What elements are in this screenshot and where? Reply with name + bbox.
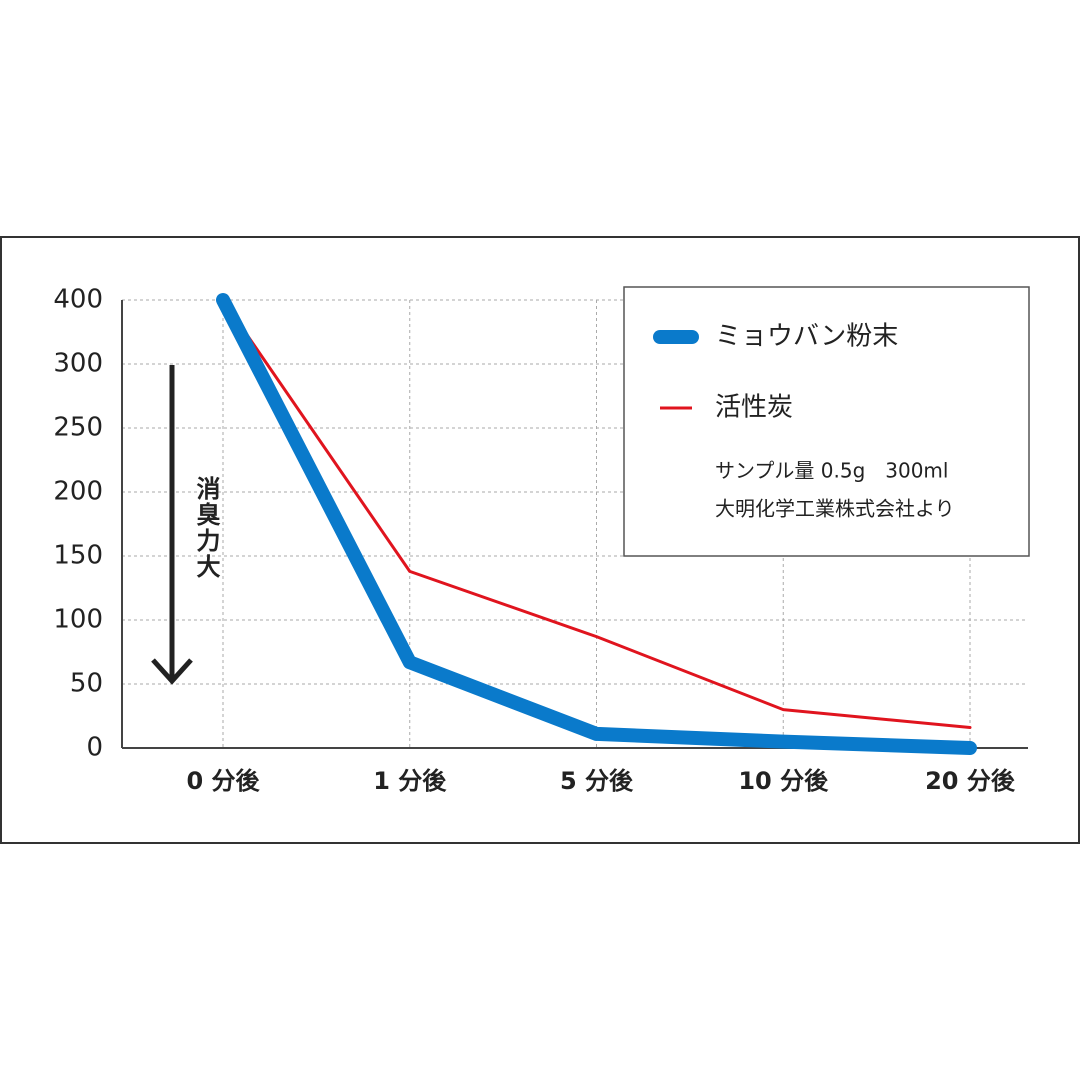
- x-tick-label: 5 分後: [560, 767, 634, 795]
- note: サンプル量 0.5g 300ml: [715, 459, 948, 483]
- note: 大明化学工業株式会社より: [715, 497, 955, 521]
- series-line: [221, 298, 972, 730]
- annotation: 消臭力大: [192, 476, 220, 580]
- legend-label: ミョウバン粉末: [715, 322, 898, 352]
- legend-label: 活性炭: [715, 393, 793, 423]
- plot: [216, 293, 977, 755]
- y-tick-label: 100: [53, 605, 103, 635]
- x-tick-label: 1 分後: [373, 767, 447, 795]
- y-tick-label: 150: [53, 541, 103, 571]
- y-tick-label: 300: [53, 349, 103, 379]
- y-tick-label: 200: [53, 477, 103, 507]
- series-line: [216, 293, 977, 755]
- x-tick-label: 20 分後: [925, 767, 1016, 795]
- y-tick-label: 250: [53, 413, 103, 443]
- y-tick-label: 400: [53, 285, 103, 315]
- grid: 0 50 100 150 200 250 300 400 0 分後 1 分後 5 分後 10 分後 20…: [53, 285, 1028, 795]
- x-tick-label: 0 分後: [186, 767, 260, 795]
- y-tick-label: 0: [86, 733, 103, 763]
- x-tick-label: 10 分後: [738, 767, 829, 795]
- y-tick-label: 50: [70, 669, 103, 699]
- arrow-head: [151, 658, 193, 685]
